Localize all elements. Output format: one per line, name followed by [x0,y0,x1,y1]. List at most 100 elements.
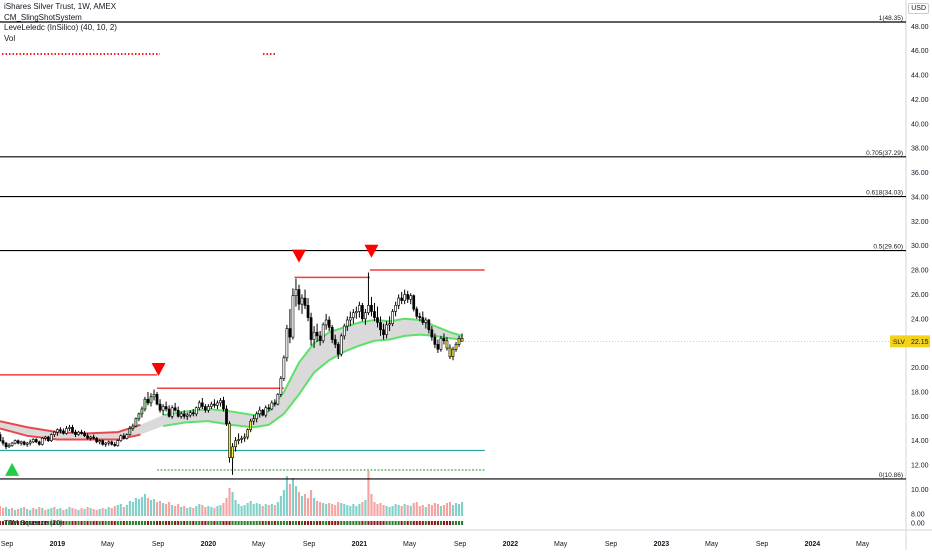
volume-bar [349,506,352,516]
candle-body [34,439,38,443]
volume-bar [331,504,334,516]
candle-body [237,439,240,441]
volume-bar [101,508,104,516]
candle-body [213,403,216,406]
osc-bar [4,521,8,525]
candle-body [110,441,114,445]
fib-level-label: 0(10.86) [879,472,903,479]
osc-bar [140,521,143,525]
x-tick-label: May [705,541,719,548]
volume-bar [439,506,442,516]
volume-bar [294,486,298,516]
volume-series [0,471,464,516]
osc-bar [146,521,150,525]
candle-body [149,396,153,404]
x-tick-label: Sep [1,541,14,548]
candle-body [4,442,8,448]
candle-body [424,319,428,323]
osc-bar [379,521,382,525]
candle-body [454,344,458,350]
osc-bar [397,521,400,525]
osc-bar [418,521,421,525]
osc-bar [276,521,279,525]
osc-bar [222,521,225,525]
legend-symbol[interactable]: iShares Silver Trust, 1W, AMEX [4,2,117,11]
osc-bar [388,521,391,525]
osc-bar [41,521,44,525]
candle-body [297,289,301,305]
candle-body [92,436,95,439]
volume-bar [409,506,412,516]
candle-body [300,297,304,305]
osc-bar [26,521,29,525]
candle-body [128,428,132,435]
currency-label[interactable]: USD [908,3,929,14]
candle-body [240,437,243,440]
osc-bar [155,521,159,525]
osc-bar [237,521,240,525]
volume-bar [270,504,273,516]
osc-bar [95,521,98,525]
candle-body [86,435,89,439]
candle-body [179,413,183,417]
osc-bar [403,521,406,525]
candle-series [0,272,464,475]
legend-indicator-leveleledc[interactable]: LeveLeledc (InSilico) (40, 10, 2) [4,23,117,32]
volume-bar [26,509,29,516]
volume-bar [98,509,101,516]
candle-body [439,338,443,350]
x-tick-label: May [856,541,870,548]
osc-series [0,521,464,525]
osc-bar [373,521,376,525]
osc-bar [180,521,183,525]
volume-bar [240,506,243,516]
volume-bar [288,484,291,516]
volume-bar [0,506,2,516]
osc-bar [337,521,340,525]
volume-bar [162,503,165,516]
candle-body [327,319,331,328]
volume-bar [183,506,186,516]
candle-body [46,436,50,441]
candle-body [394,305,397,312]
candle-body [276,394,280,405]
volume-bar [192,508,195,516]
volume-bar [376,504,379,516]
volume-bar [155,502,159,516]
osc-bar [101,521,104,525]
volume-bar [104,509,107,516]
legend-indicator-volume[interactable]: Vol [4,33,16,43]
osc-bar [252,521,255,525]
volume-bar [29,510,32,516]
osc-bar [415,521,418,525]
volume-bar [14,510,17,516]
osc-bar [56,521,59,525]
volume-bar [346,505,349,516]
candle-body [261,409,265,416]
candle-body [1,440,5,444]
osc-bar [68,521,71,525]
legend-indicator-slingshot[interactable]: CM_SlingShotSystem [4,12,82,22]
osc-bar [104,521,107,525]
osc-bar [316,521,319,525]
osc-bar [249,521,252,525]
osc-bar [334,521,337,525]
candle-body [7,445,11,448]
volume-bar [113,506,116,516]
candle-body [173,407,177,411]
volume-bar [448,502,452,516]
volume-bar [180,507,183,516]
volume-bar [1,508,5,516]
ticker-badge [890,335,930,348]
candle-body [355,311,358,314]
osc-bar [195,521,198,525]
candle-body [146,398,150,404]
osc-bar [451,521,455,525]
candle-body [80,431,83,434]
osc-bar [143,521,147,525]
volume-bar [134,498,137,516]
volume-bar [418,506,421,516]
candle-body [451,348,455,357]
